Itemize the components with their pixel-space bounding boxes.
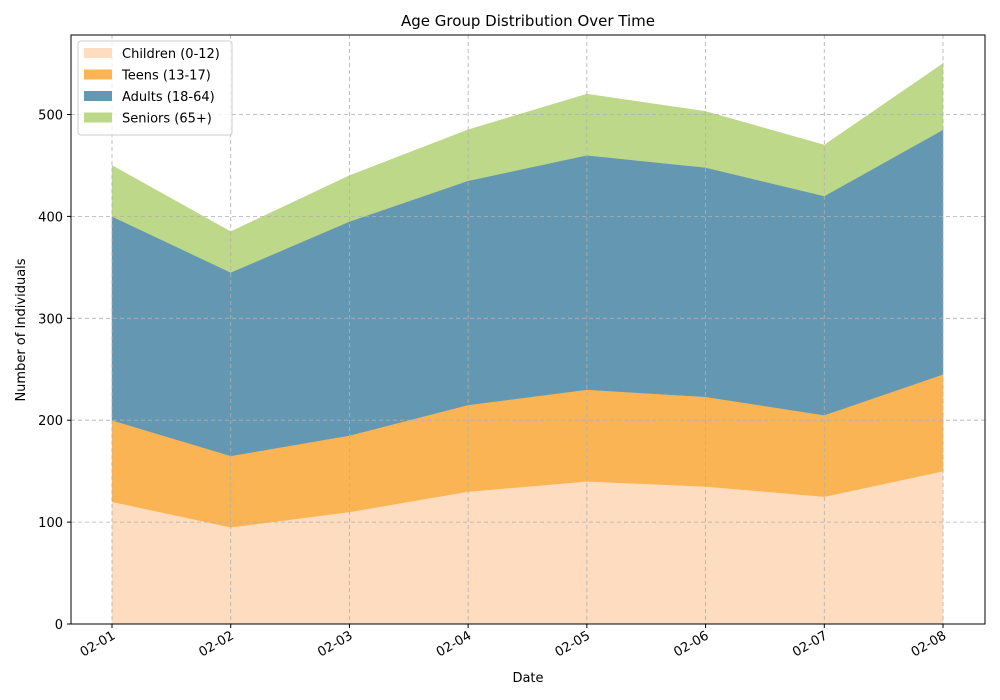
legend-box <box>77 40 233 136</box>
y-tick-label: 300 <box>38 312 63 327</box>
legend-swatch <box>84 91 112 101</box>
y-tick-label: 400 <box>38 210 63 225</box>
x-axis-label: Date <box>512 671 543 686</box>
legend-label: Teens (13-17) <box>121 69 211 84</box>
y-axis-label: Number of Individuals <box>14 258 29 401</box>
legend-label: Seniors (65+) <box>122 112 212 127</box>
legend: Children (0-12) Teens (13-17) Adults (18-6… <box>77 40 233 136</box>
y-tick-label: 0 <box>55 618 63 633</box>
y-tick-label: 200 <box>38 414 63 429</box>
area-layers <box>111 63 944 625</box>
y-tick-label: 500 <box>38 108 63 123</box>
plot-frame <box>70 34 986 625</box>
legend-swatch <box>84 69 112 80</box>
y-axis-ticks: 0 100 200 300 400 500 <box>38 108 71 633</box>
legend-swatch <box>84 112 112 123</box>
legend-label: Children (0-12) <box>122 47 220 62</box>
legend-label: Adults (18-64) <box>122 90 215 105</box>
legend-swatch <box>84 48 112 58</box>
y-tick-label: 100 <box>38 516 63 531</box>
chart-title: Age Group Distribution Over Time <box>401 12 655 30</box>
